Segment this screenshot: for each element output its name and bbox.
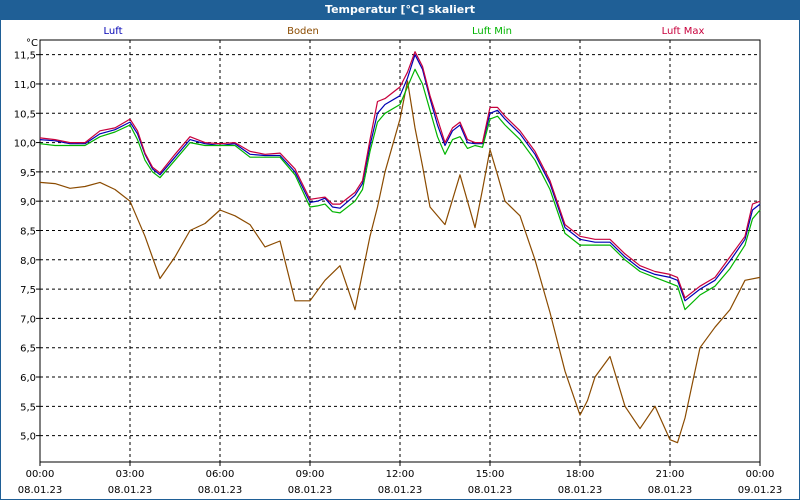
x-tick-date-label: 08.01.23 (288, 485, 333, 496)
x-tick-date-label: 09.01.23 (738, 485, 783, 496)
x-tick-date-label: 08.01.23 (468, 485, 513, 496)
legend-entry: Luft (104, 26, 123, 37)
x-tick-date-label: 08.01.23 (378, 485, 423, 496)
y-tick-label: 8,5 (20, 226, 36, 237)
y-tick-label: 11,0 (14, 80, 36, 91)
y-tick-label: 6,0 (20, 373, 36, 384)
y-tick-label: 6,5 (20, 344, 36, 355)
legend-entry: Luft Min (472, 26, 512, 37)
x-tick-time-label: 21:00 (656, 469, 685, 480)
y-tick-label: 8,0 (20, 256, 36, 267)
y-tick-label: 7,5 (20, 285, 36, 296)
series-line-luft-min (39, 68, 761, 311)
y-axis-unit: °C (26, 38, 38, 49)
y-tick-label: 11,5 (14, 51, 36, 62)
y-tick-label: 5,5 (20, 402, 36, 413)
x-tick-time-label: 12:00 (386, 469, 415, 480)
x-tick-date-label: 08.01.23 (108, 485, 153, 496)
chart-title: Temperatur [°C] skaliert (0, 0, 800, 19)
x-tick-time-label: 00:00 (746, 469, 775, 480)
y-tick-label: 9,5 (20, 168, 36, 179)
x-tick-time-label: 00:00 (26, 469, 55, 480)
legend-entry: Luft Max (662, 26, 705, 37)
y-tick-label: 5,0 (20, 432, 36, 443)
legend-entry: Boden (287, 26, 319, 37)
x-tick-date-label: 08.01.23 (198, 485, 243, 496)
x-tick-date-label: 08.01.23 (648, 485, 693, 496)
x-tick-date-label: 08.01.23 (558, 485, 603, 496)
x-tick-time-label: 15:00 (476, 469, 505, 480)
y-tick-label: 9,0 (20, 197, 36, 208)
x-tick-time-label: 18:00 (566, 469, 595, 480)
y-tick-label: 7,0 (20, 314, 36, 325)
x-tick-time-label: 09:00 (296, 469, 325, 480)
series-line-luft (39, 54, 761, 302)
series-line-boden (39, 80, 761, 444)
x-tick-date-label: 08.01.23 (18, 485, 63, 496)
x-tick-time-label: 03:00 (116, 469, 145, 480)
x-tick-time-label: 06:00 (206, 469, 235, 480)
series-line-luft-max (39, 51, 761, 299)
y-tick-label: 10,0 (14, 139, 36, 150)
y-tick-label: 10,5 (14, 109, 36, 120)
